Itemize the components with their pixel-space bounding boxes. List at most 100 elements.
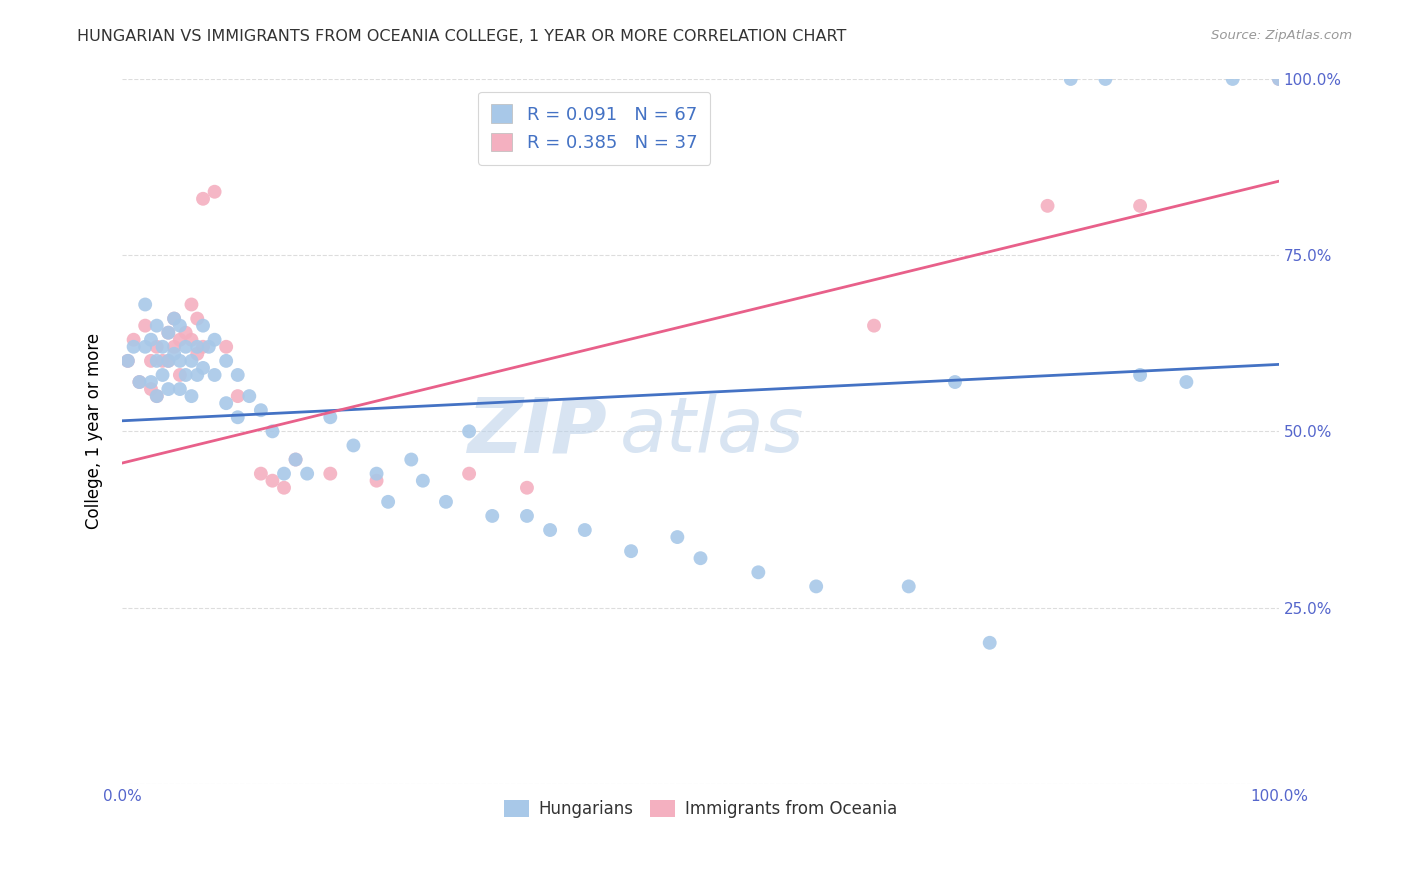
Point xyxy=(481,508,503,523)
Y-axis label: College, 1 year or more: College, 1 year or more xyxy=(86,334,103,530)
Point xyxy=(204,368,226,382)
Text: ZIP: ZIP xyxy=(468,394,607,468)
Point xyxy=(215,354,238,368)
Point xyxy=(139,333,162,347)
Point xyxy=(152,354,174,368)
Point xyxy=(1222,72,1244,87)
Point xyxy=(226,368,249,382)
Point xyxy=(284,452,307,467)
Point xyxy=(186,311,208,326)
Point xyxy=(128,375,150,389)
Point xyxy=(458,467,481,481)
Point xyxy=(204,333,226,347)
Point xyxy=(284,452,307,467)
Point xyxy=(180,389,202,403)
Point xyxy=(145,389,167,403)
Point xyxy=(169,368,191,382)
Point xyxy=(1268,72,1291,87)
Point xyxy=(191,360,214,375)
Point xyxy=(145,354,167,368)
Point xyxy=(238,389,260,403)
Point xyxy=(174,340,197,354)
Point xyxy=(295,467,318,481)
Point xyxy=(366,474,388,488)
Point xyxy=(574,523,596,537)
Text: atlas: atlas xyxy=(620,394,804,468)
Point xyxy=(157,382,180,396)
Point xyxy=(157,354,180,368)
Point xyxy=(157,326,180,340)
Point xyxy=(163,340,186,354)
Point xyxy=(689,551,711,566)
Point xyxy=(134,318,156,333)
Point xyxy=(319,467,342,481)
Text: HUNGARIAN VS IMMIGRANTS FROM OCEANIA COLLEGE, 1 YEAR OR MORE CORRELATION CHART: HUNGARIAN VS IMMIGRANTS FROM OCEANIA COL… xyxy=(77,29,846,45)
Point xyxy=(169,318,191,333)
Point xyxy=(180,297,202,311)
Point xyxy=(226,410,249,425)
Point xyxy=(215,340,238,354)
Point xyxy=(139,354,162,368)
Point xyxy=(250,403,273,417)
Point xyxy=(273,481,295,495)
Point xyxy=(747,566,769,580)
Point xyxy=(979,636,1001,650)
Point xyxy=(117,354,139,368)
Point xyxy=(128,375,150,389)
Legend: Hungarians, Immigrants from Oceania: Hungarians, Immigrants from Oceania xyxy=(496,793,904,825)
Point xyxy=(262,425,284,439)
Point xyxy=(516,481,538,495)
Point xyxy=(1129,368,1152,382)
Point xyxy=(134,297,156,311)
Point xyxy=(458,425,481,439)
Point xyxy=(1175,375,1198,389)
Point xyxy=(186,340,208,354)
Point xyxy=(174,326,197,340)
Point xyxy=(122,340,145,354)
Point xyxy=(226,389,249,403)
Point xyxy=(273,467,295,481)
Point xyxy=(1060,72,1083,87)
Point xyxy=(191,340,214,354)
Point xyxy=(377,495,399,509)
Point xyxy=(145,389,167,403)
Point xyxy=(186,368,208,382)
Point xyxy=(342,438,364,452)
Point xyxy=(204,185,226,199)
Point xyxy=(163,347,186,361)
Point xyxy=(157,326,180,340)
Point xyxy=(804,579,827,593)
Point xyxy=(319,410,342,425)
Point xyxy=(620,544,643,558)
Point xyxy=(666,530,689,544)
Point xyxy=(163,311,186,326)
Point xyxy=(943,375,966,389)
Point xyxy=(145,340,167,354)
Point xyxy=(169,382,191,396)
Point xyxy=(169,354,191,368)
Point xyxy=(174,368,197,382)
Point xyxy=(180,333,202,347)
Point xyxy=(191,192,214,206)
Point xyxy=(412,474,434,488)
Point xyxy=(134,340,156,354)
Point xyxy=(191,318,214,333)
Point xyxy=(163,311,186,326)
Point xyxy=(434,495,457,509)
Point xyxy=(117,354,139,368)
Point xyxy=(516,508,538,523)
Point xyxy=(145,318,167,333)
Text: Source: ZipAtlas.com: Source: ZipAtlas.com xyxy=(1212,29,1353,43)
Point xyxy=(1094,72,1116,87)
Point xyxy=(401,452,423,467)
Point xyxy=(262,474,284,488)
Point xyxy=(122,333,145,347)
Point xyxy=(215,396,238,410)
Point xyxy=(169,333,191,347)
Point xyxy=(366,467,388,481)
Point xyxy=(152,340,174,354)
Point xyxy=(198,340,221,354)
Point xyxy=(250,467,273,481)
Point xyxy=(157,354,180,368)
Point xyxy=(897,579,920,593)
